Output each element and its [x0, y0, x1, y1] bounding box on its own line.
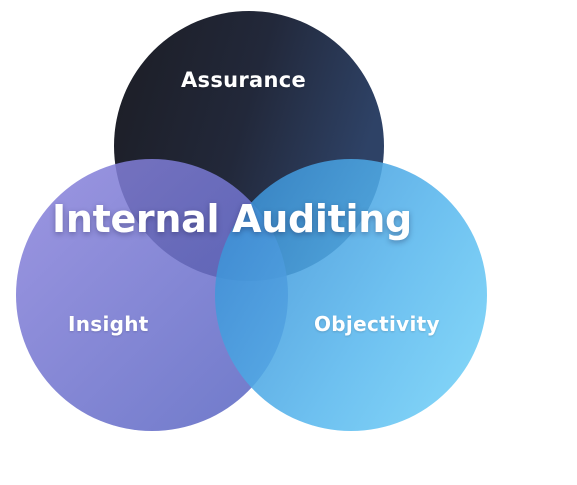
circle-label-assurance: Assurance [181, 68, 307, 92]
circle-label-objectivity: Objectivity [314, 312, 440, 336]
diagram-title: Internal Auditing [52, 197, 412, 241]
circle-insight [16, 159, 288, 431]
circle-objectivity [215, 159, 487, 431]
circle-label-insight: Insight [68, 312, 149, 336]
